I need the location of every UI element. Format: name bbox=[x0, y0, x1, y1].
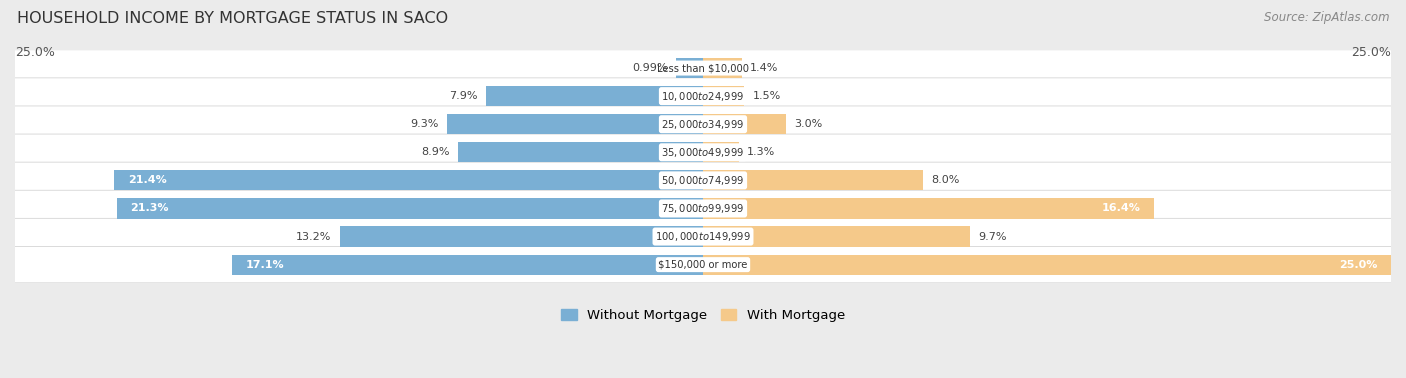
Bar bbox=[232, 254, 703, 275]
Bar bbox=[485, 86, 703, 106]
Text: 8.9%: 8.9% bbox=[422, 147, 450, 157]
Bar bbox=[340, 226, 703, 247]
Text: 21.4%: 21.4% bbox=[128, 175, 166, 185]
Bar bbox=[114, 170, 703, 191]
Bar bbox=[703, 58, 741, 78]
Text: 25.0%: 25.0% bbox=[15, 46, 55, 59]
FancyBboxPatch shape bbox=[11, 218, 1395, 255]
Text: 7.9%: 7.9% bbox=[449, 91, 477, 101]
Text: $75,000 to $99,999: $75,000 to $99,999 bbox=[661, 202, 745, 215]
Text: Source: ZipAtlas.com: Source: ZipAtlas.com bbox=[1264, 11, 1389, 24]
Text: 9.7%: 9.7% bbox=[979, 232, 1007, 242]
Text: 25.0%: 25.0% bbox=[1339, 260, 1378, 270]
Text: HOUSEHOLD INCOME BY MORTGAGE STATUS IN SACO: HOUSEHOLD INCOME BY MORTGAGE STATUS IN S… bbox=[17, 11, 449, 26]
FancyBboxPatch shape bbox=[11, 246, 1395, 283]
Text: 8.0%: 8.0% bbox=[931, 175, 960, 185]
Legend: Without Mortgage, With Mortgage: Without Mortgage, With Mortgage bbox=[555, 304, 851, 328]
Text: 17.1%: 17.1% bbox=[246, 260, 285, 270]
Bar bbox=[447, 114, 703, 134]
Bar bbox=[703, 226, 970, 247]
Bar bbox=[703, 198, 1154, 218]
Text: $100,000 to $149,999: $100,000 to $149,999 bbox=[655, 230, 751, 243]
Text: 13.2%: 13.2% bbox=[297, 232, 332, 242]
Text: 21.3%: 21.3% bbox=[131, 203, 169, 214]
Bar bbox=[458, 142, 703, 163]
FancyBboxPatch shape bbox=[11, 78, 1395, 115]
Text: 3.0%: 3.0% bbox=[794, 119, 823, 129]
Text: $150,000 or more: $150,000 or more bbox=[658, 260, 748, 270]
Text: $25,000 to $34,999: $25,000 to $34,999 bbox=[661, 118, 745, 131]
Text: $35,000 to $49,999: $35,000 to $49,999 bbox=[661, 146, 745, 159]
Bar bbox=[117, 198, 703, 218]
Text: 1.5%: 1.5% bbox=[752, 91, 780, 101]
Text: $50,000 to $74,999: $50,000 to $74,999 bbox=[661, 174, 745, 187]
FancyBboxPatch shape bbox=[11, 134, 1395, 170]
Text: 9.3%: 9.3% bbox=[411, 119, 439, 129]
Text: $10,000 to $24,999: $10,000 to $24,999 bbox=[661, 90, 745, 103]
Text: 16.4%: 16.4% bbox=[1102, 203, 1140, 214]
Bar bbox=[703, 114, 786, 134]
Text: 1.3%: 1.3% bbox=[747, 147, 775, 157]
Bar bbox=[703, 86, 744, 106]
Bar bbox=[703, 142, 738, 163]
FancyBboxPatch shape bbox=[11, 50, 1395, 86]
FancyBboxPatch shape bbox=[11, 106, 1395, 143]
Text: 1.4%: 1.4% bbox=[749, 63, 778, 73]
Text: 0.99%: 0.99% bbox=[633, 63, 668, 73]
Text: 25.0%: 25.0% bbox=[1351, 46, 1391, 59]
Bar bbox=[703, 254, 1391, 275]
Bar bbox=[703, 170, 924, 191]
Bar bbox=[676, 58, 703, 78]
FancyBboxPatch shape bbox=[11, 162, 1395, 198]
Text: Less than $10,000: Less than $10,000 bbox=[657, 63, 749, 73]
FancyBboxPatch shape bbox=[11, 190, 1395, 227]
